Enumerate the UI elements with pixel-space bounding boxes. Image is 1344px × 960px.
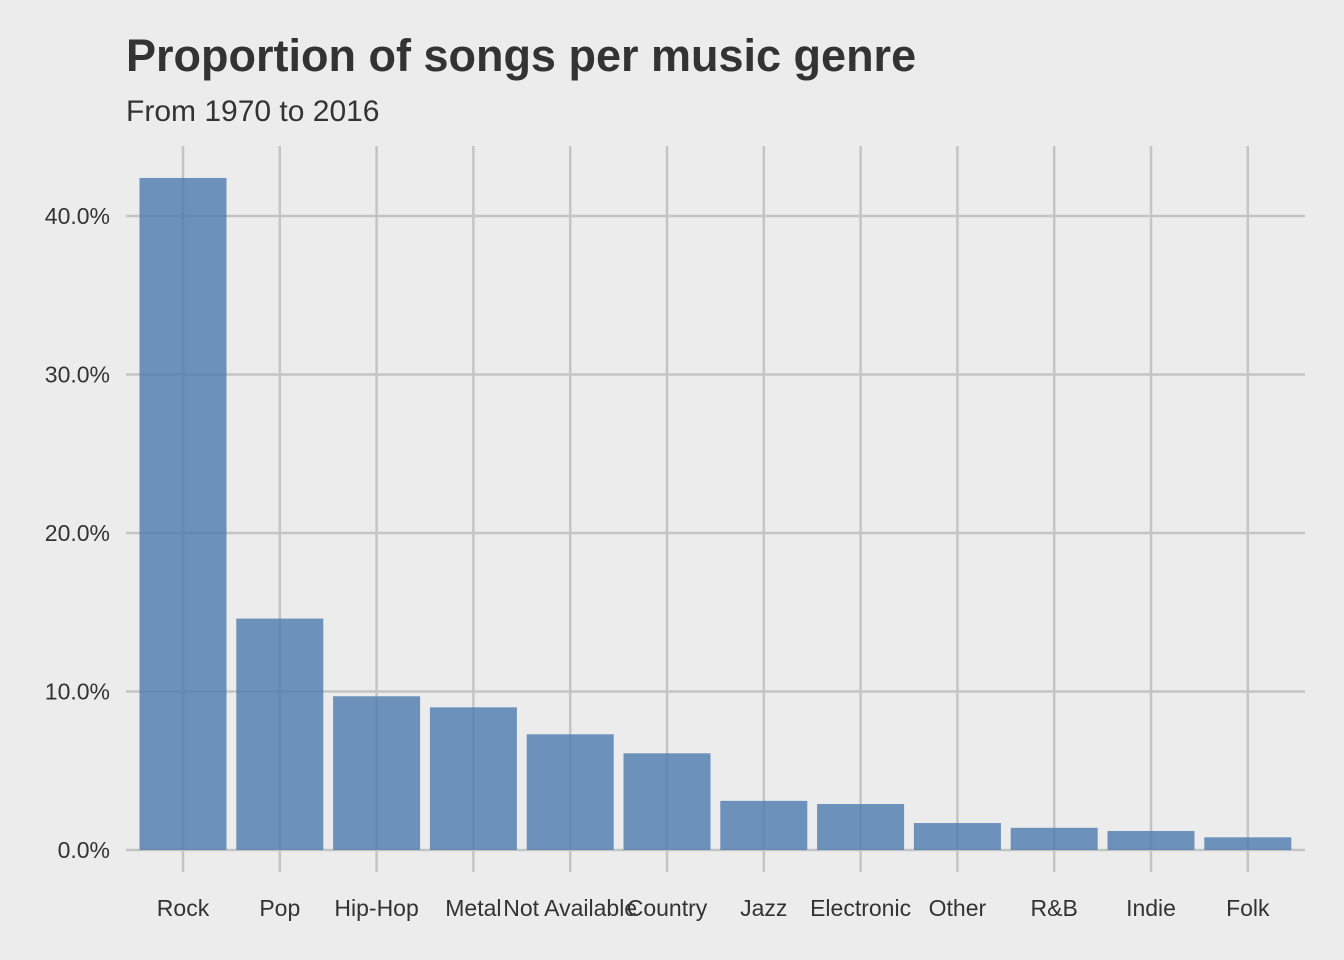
x-tick-label: Country — [627, 895, 708, 921]
x-tick-label: Hip-Hop — [334, 895, 418, 921]
bar — [1010, 827, 1098, 850]
y-tick-label: 20.0% — [45, 520, 110, 546]
bar — [623, 753, 711, 850]
x-tick-label: Jazz — [740, 895, 787, 921]
bar — [236, 618, 324, 850]
bar — [1107, 830, 1195, 850]
y-tick-label: 40.0% — [45, 203, 110, 229]
bar — [139, 177, 227, 850]
x-tick-label: R&B — [1031, 895, 1078, 921]
y-tick-label: 10.0% — [45, 679, 110, 705]
x-tick-label: Electronic — [810, 895, 911, 921]
x-tick-label: Folk — [1226, 895, 1270, 921]
y-tick-label: 30.0% — [45, 362, 110, 388]
x-tick-label: Other — [929, 895, 987, 921]
bar — [333, 696, 421, 850]
x-tick-label: Not Available — [503, 895, 637, 921]
chart-subtitle: From 1970 to 2016 — [126, 95, 380, 128]
bar — [913, 823, 1001, 850]
bar — [526, 734, 614, 850]
chart-title: Proportion of songs per music genre — [126, 30, 917, 81]
bar — [817, 804, 905, 850]
x-tick-label: Indie — [1126, 895, 1176, 921]
bar — [429, 707, 517, 850]
x-tick-label: Metal — [445, 895, 501, 921]
y-tick-label: 0.0% — [58, 837, 110, 863]
x-tick-label: Pop — [259, 895, 300, 921]
bar — [1204, 837, 1292, 850]
bar — [720, 800, 808, 850]
x-tick-label: Rock — [157, 895, 210, 921]
